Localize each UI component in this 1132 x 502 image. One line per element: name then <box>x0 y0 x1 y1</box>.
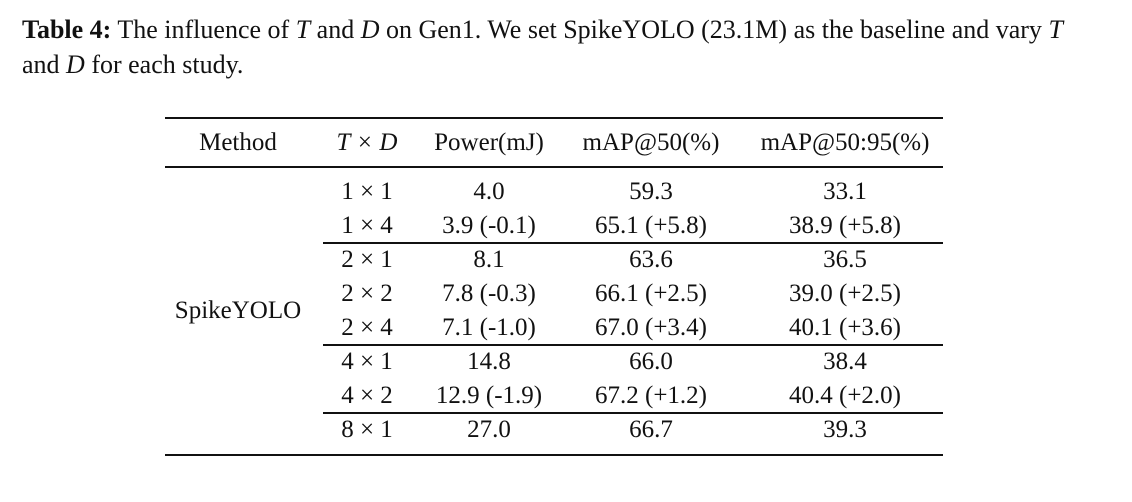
rule <box>323 344 943 346</box>
caption-text: for each study. <box>84 50 244 79</box>
table-cell: 8.1 <box>473 246 505 273</box>
table-cell: 40.4 (+2.0) <box>789 382 901 409</box>
table-cell: 36.5 <box>823 246 867 273</box>
math-symbol: T <box>1048 15 1063 44</box>
caption-text: and <box>310 15 361 44</box>
rule <box>165 116 943 120</box>
table-cell: 40.1 (+3.6) <box>789 314 901 341</box>
rule <box>323 412 943 414</box>
table-cell: 65.1 (+5.8) <box>595 212 707 239</box>
math-symbol: D <box>360 15 380 44</box>
table-cell: 4 × 1 <box>341 348 393 375</box>
table-cell: 38.9 (+5.8) <box>789 212 901 239</box>
table-cell: 66.0 <box>629 348 673 375</box>
table-cell: 2 × 4 <box>341 314 393 341</box>
table-cell: 39.0 (+2.5) <box>789 280 901 307</box>
method-cell: SpikeYOLO <box>174 297 302 324</box>
table-cell: 59.3 <box>629 178 673 205</box>
header-cell: mAP@50(%) <box>582 129 720 156</box>
caption-text: The influence of <box>117 15 296 44</box>
table-cell: 39.3 <box>823 416 867 443</box>
table-cell: 4.0 <box>473 178 505 205</box>
table-cell: 14.8 <box>467 348 511 375</box>
table-cell: 2 × 1 <box>341 246 393 273</box>
rule <box>165 453 943 457</box>
table-cell: 33.1 <box>823 178 867 205</box>
table-cell: 66.7 <box>629 416 673 443</box>
caption-text: and <box>22 50 67 79</box>
table-cell: 1 × 4 <box>341 212 393 239</box>
rule <box>165 166 943 168</box>
table-cell: 67.2 (+1.2) <box>595 382 707 409</box>
table-cell: 67.0 (+3.4) <box>595 314 707 341</box>
table-cell: 8 × 1 <box>341 416 393 443</box>
table-cell: 27.0 <box>467 416 511 443</box>
header-cell: Power(mJ) <box>434 129 544 156</box>
table-cell: 1 × 1 <box>341 178 393 205</box>
header-cell: Method <box>199 129 277 156</box>
caption-label: Table 4: <box>22 15 112 44</box>
header-cell: T × D <box>336 129 398 156</box>
table-cell: 7.1 (-1.0) <box>442 314 536 341</box>
table-cell: 2 × 2 <box>341 280 393 307</box>
table-cell: 12.9 (-1.9) <box>435 382 543 409</box>
table-cell: 38.4 <box>823 348 867 375</box>
math-symbol: D <box>66 50 85 79</box>
header-cell: mAP@50:95(%) <box>760 129 930 156</box>
math-symbol: T <box>295 15 311 44</box>
caption-text: on Gen1. We set SpikeYOLO (23.1M) as the… <box>379 15 1049 44</box>
table-cell: 3.9 (-0.1) <box>442 212 536 239</box>
caption: Table 4: The influence of T and D on Gen… <box>22 12 1102 82</box>
table-cell: 4 × 2 <box>341 382 393 409</box>
table-cell: 7.8 (-0.3) <box>442 280 536 307</box>
table-cell: 66.1 (+2.5) <box>595 280 707 307</box>
rule <box>323 242 943 244</box>
table-cell: 63.6 <box>629 246 673 273</box>
